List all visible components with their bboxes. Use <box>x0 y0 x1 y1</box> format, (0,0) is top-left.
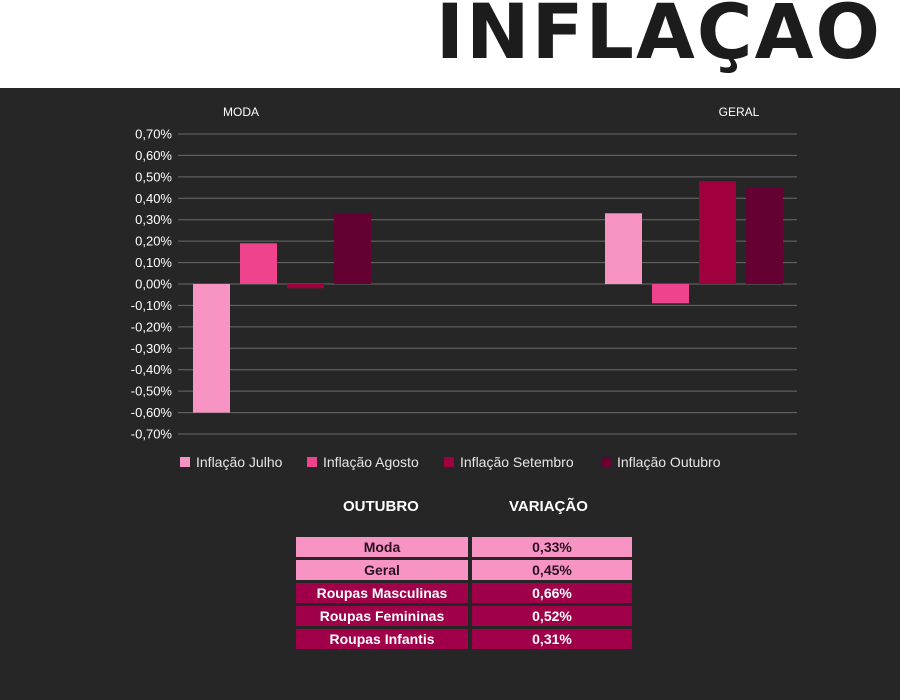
table-header-variacao: VARIAÇÃO <box>509 498 588 515</box>
bar <box>240 243 277 284</box>
y-tick-label: 0,10% <box>135 255 172 270</box>
table-cell-value: 0,33% <box>472 537 632 557</box>
table-cell-label: Moda <box>296 537 468 557</box>
legend-swatch <box>601 457 611 467</box>
table-row: Roupas Masculinas 0,66% <box>296 583 632 603</box>
legend-swatch <box>307 457 317 467</box>
bar <box>193 284 230 413</box>
category-label: GERAL <box>719 105 760 119</box>
y-tick-label: 0,30% <box>135 212 172 227</box>
bar <box>652 284 689 304</box>
y-tick-label: -0,20% <box>131 319 173 334</box>
table-row: Roupas Infantis 0,31% <box>296 629 632 649</box>
table-cell-value: 0,52% <box>472 606 632 626</box>
y-tick-label: -0,10% <box>131 298 173 313</box>
table-cell-value: 0,31% <box>472 629 632 649</box>
bar <box>334 213 371 284</box>
y-tick-label: 0,70% <box>135 127 172 142</box>
page-title: INFLAÇÃO <box>435 0 882 76</box>
y-tick-label: -0,70% <box>131 427 173 442</box>
legend-label: Inflação Outubro <box>617 454 721 470</box>
bar <box>605 213 642 284</box>
y-tick-label: -0,60% <box>131 405 173 420</box>
legend-label: Inflação Setembro <box>460 454 574 470</box>
table-cell-label: Geral <box>296 560 468 580</box>
bar <box>699 181 736 284</box>
y-tick-label: 0,40% <box>135 191 172 206</box>
legend-label: Inflação Agosto <box>323 454 419 470</box>
table-cell-label: Roupas Masculinas <box>296 583 468 603</box>
table-cell-label: Roupas Femininas <box>296 606 468 626</box>
legend-swatch <box>444 457 454 467</box>
table-cell-value: 0,66% <box>472 583 632 603</box>
bar <box>287 284 324 289</box>
y-tick-label: -0,50% <box>131 384 173 399</box>
table-header-outubro: OUTUBRO <box>343 498 419 515</box>
table-cell-value: 0,45% <box>472 560 632 580</box>
bar-chart: 0,70% 0,60% 0,50% 0,40% 0,30% 0,20% 0,10% 0,00%… <box>131 105 797 470</box>
y-tick-label: 0,60% <box>135 148 172 163</box>
legend-label: Inflação Julho <box>196 454 283 470</box>
table-row: Moda 0,33% <box>296 537 632 557</box>
y-tick-label: 0,00% <box>135 277 172 292</box>
category-label: MODA <box>223 105 259 119</box>
bar <box>746 187 783 284</box>
y-tick-label: -0,40% <box>131 362 173 377</box>
table-row: Roupas Femininas 0,52% <box>296 606 632 626</box>
y-tick-label: -0,30% <box>131 341 173 356</box>
y-tick-label: 0,20% <box>135 234 172 249</box>
legend-swatch <box>180 457 190 467</box>
table-row: Geral 0,45% <box>296 560 632 580</box>
table-cell-label: Roupas Infantis <box>296 629 468 649</box>
y-tick-label: 0,50% <box>135 169 172 184</box>
